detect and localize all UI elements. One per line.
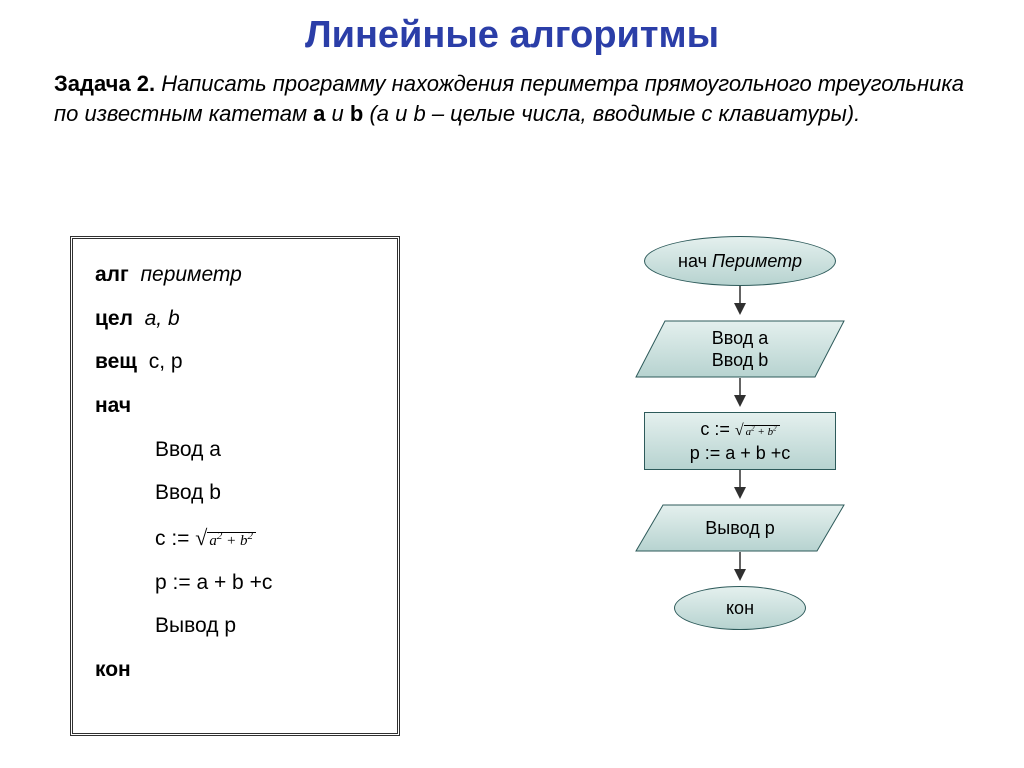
flow-arrow xyxy=(730,286,750,320)
flow-start: нач Периметр xyxy=(644,236,836,286)
code-line: алг периметр xyxy=(95,253,375,297)
problem-statement: Задача 2. Написать программу нахождения … xyxy=(0,69,1024,128)
flow-arrow xyxy=(730,552,750,586)
problem-label: Задача 2. xyxy=(54,71,155,96)
flow-arrow xyxy=(730,470,750,504)
code-line: вещ c, p xyxy=(95,340,375,384)
code-line: Вывод p xyxy=(95,604,375,648)
sqrt-formula: √a2 + b2 xyxy=(195,515,256,561)
flow-start-prefix: нач xyxy=(678,251,712,271)
sqrt-formula-small: √a2 + b2 xyxy=(735,417,780,442)
code-line: цел a, b xyxy=(95,297,375,341)
flow-output-text: Вывод p xyxy=(705,517,774,540)
flow-input: Ввод a Ввод b xyxy=(635,320,845,378)
flowchart: нач Периметр Ввод a Ввод b с := xyxy=(540,236,940,630)
kw-end: кон xyxy=(95,658,131,681)
assign-c-lhs: с := xyxy=(155,527,195,550)
flow-end: кон xyxy=(674,586,806,630)
slide-title: Линейные алгоритмы xyxy=(0,14,1024,57)
problem-a: a xyxy=(313,101,325,126)
real-vars: c, p xyxy=(149,350,183,373)
problem-body-suffix: (a и b – целые числа, вводимые с клавиат… xyxy=(363,101,860,126)
problem-b: b xyxy=(350,101,363,126)
flow-output: Вывод p xyxy=(635,504,845,552)
alg-name: периметр xyxy=(140,263,241,286)
process-p: p := a + b +c xyxy=(690,442,791,465)
code-line: Ввод b xyxy=(95,471,375,515)
kw-real: вещ xyxy=(95,350,137,373)
code-line: кон xyxy=(95,648,375,692)
flow-input-line2: Ввод b xyxy=(712,349,769,372)
kw-int: цел xyxy=(95,307,133,330)
kw-begin: нач xyxy=(95,394,131,417)
problem-and: и xyxy=(325,101,349,126)
flow-arrow xyxy=(730,378,750,412)
flow-process: с := √a2 + b2 p := a + b +c xyxy=(644,412,836,470)
code-line: с := √a2 + b2 xyxy=(95,515,375,561)
kw-alg: алг xyxy=(95,263,129,286)
code-line: Ввод a xyxy=(95,428,375,472)
flow-start-name: Периметр xyxy=(712,251,802,271)
int-vars: a, b xyxy=(145,307,180,330)
code-line: p := a + b +c xyxy=(95,561,375,605)
process-c-lhs: с := xyxy=(700,419,735,439)
pseudocode-box: алг периметр цел a, b вещ c, p нач Ввод … xyxy=(70,236,400,736)
flow-input-line1: Ввод a xyxy=(712,327,769,350)
code-line: нач xyxy=(95,384,375,428)
flow-end-text: кон xyxy=(726,597,754,620)
